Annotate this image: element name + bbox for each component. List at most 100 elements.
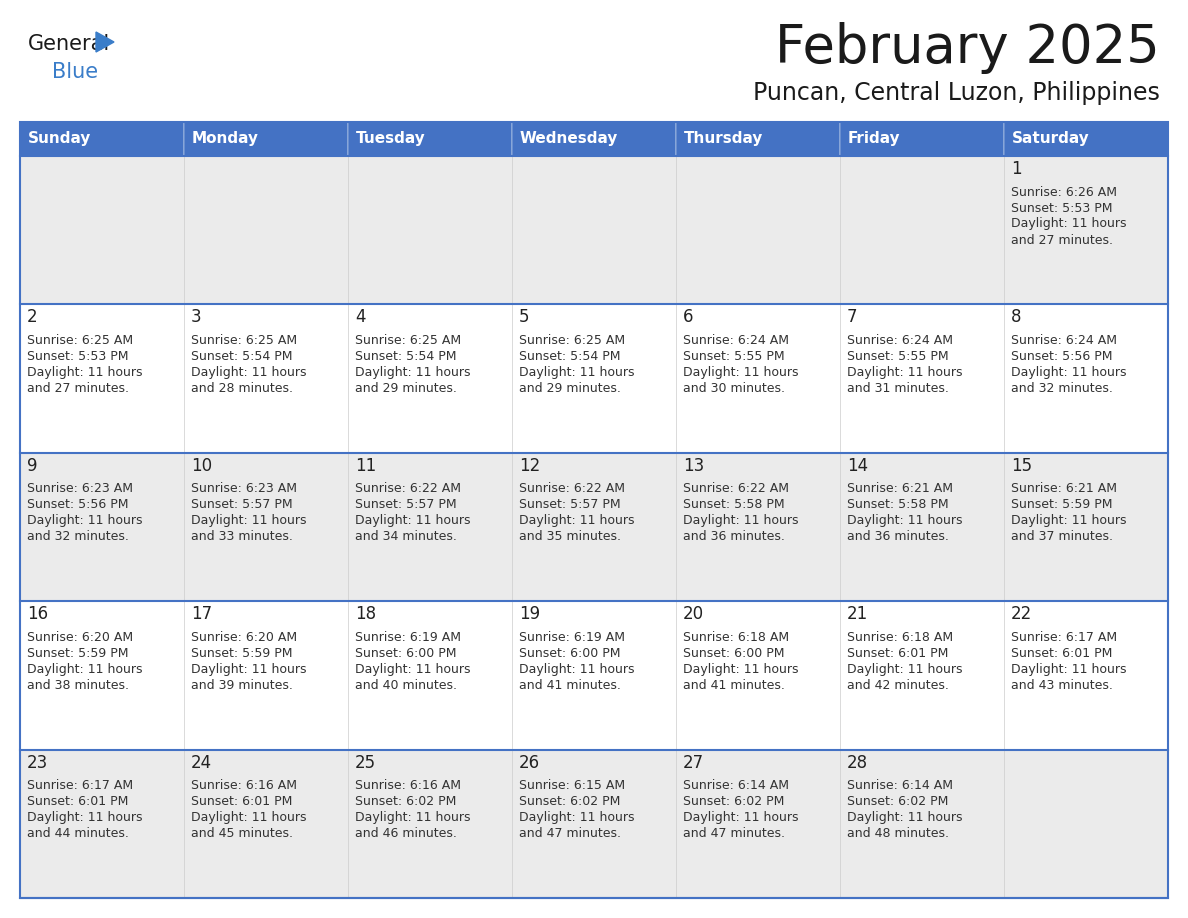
Text: Daylight: 11 hours: Daylight: 11 hours bbox=[1011, 663, 1126, 676]
Text: Daylight: 11 hours: Daylight: 11 hours bbox=[191, 812, 307, 824]
Text: Sunset: 5:55 PM: Sunset: 5:55 PM bbox=[683, 350, 784, 363]
Text: 1: 1 bbox=[1011, 160, 1022, 178]
Text: Daylight: 11 hours: Daylight: 11 hours bbox=[847, 366, 962, 379]
Text: Sunset: 5:59 PM: Sunset: 5:59 PM bbox=[1011, 498, 1112, 511]
Text: Daylight: 11 hours: Daylight: 11 hours bbox=[355, 812, 470, 824]
Text: and 48 minutes.: and 48 minutes. bbox=[847, 827, 949, 840]
Text: Daylight: 11 hours: Daylight: 11 hours bbox=[519, 366, 634, 379]
Bar bbox=[348, 305, 512, 329]
Text: 15: 15 bbox=[1011, 457, 1032, 475]
Bar bbox=[20, 601, 184, 625]
Text: Daylight: 11 hours: Daylight: 11 hours bbox=[1011, 218, 1126, 230]
Text: and 41 minutes.: and 41 minutes. bbox=[683, 678, 785, 691]
Bar bbox=[512, 156, 676, 305]
Text: Daylight: 11 hours: Daylight: 11 hours bbox=[27, 514, 143, 527]
Text: Sunrise: 6:25 AM: Sunrise: 6:25 AM bbox=[355, 334, 461, 347]
Text: Sunrise: 6:25 AM: Sunrise: 6:25 AM bbox=[191, 334, 297, 347]
Bar bbox=[184, 601, 348, 750]
Bar bbox=[184, 156, 348, 305]
Bar bbox=[840, 305, 1004, 453]
Bar bbox=[840, 601, 1004, 750]
Text: and 28 minutes.: and 28 minutes. bbox=[191, 382, 293, 395]
Bar bbox=[512, 453, 676, 476]
Bar bbox=[184, 750, 348, 774]
Bar bbox=[348, 453, 512, 476]
Text: Daylight: 11 hours: Daylight: 11 hours bbox=[847, 514, 962, 527]
Bar bbox=[20, 750, 184, 898]
Text: and 35 minutes.: and 35 minutes. bbox=[519, 531, 621, 543]
Text: Sunset: 5:55 PM: Sunset: 5:55 PM bbox=[847, 350, 949, 363]
Text: Sunrise: 6:22 AM: Sunrise: 6:22 AM bbox=[355, 482, 461, 496]
Text: Sunrise: 6:24 AM: Sunrise: 6:24 AM bbox=[1011, 334, 1117, 347]
Bar bbox=[840, 156, 1004, 305]
Text: 20: 20 bbox=[683, 605, 704, 623]
Bar bbox=[676, 601, 840, 625]
Text: Puncan, Central Luzon, Philippines: Puncan, Central Luzon, Philippines bbox=[753, 81, 1159, 105]
Bar bbox=[184, 122, 348, 156]
Text: 27: 27 bbox=[683, 754, 704, 772]
Text: Daylight: 11 hours: Daylight: 11 hours bbox=[1011, 366, 1126, 379]
Text: Sunrise: 6:15 AM: Sunrise: 6:15 AM bbox=[519, 779, 625, 792]
Text: Daylight: 11 hours: Daylight: 11 hours bbox=[519, 514, 634, 527]
Text: 16: 16 bbox=[27, 605, 49, 623]
Text: 6: 6 bbox=[683, 308, 694, 327]
Bar bbox=[348, 601, 512, 625]
Text: Sunset: 6:02 PM: Sunset: 6:02 PM bbox=[355, 795, 456, 808]
Bar bbox=[840, 122, 1004, 156]
Bar bbox=[676, 750, 840, 774]
Text: Sunset: 6:01 PM: Sunset: 6:01 PM bbox=[847, 646, 948, 660]
Text: and 31 minutes.: and 31 minutes. bbox=[847, 382, 949, 395]
Bar bbox=[1004, 305, 1168, 329]
Text: 4: 4 bbox=[355, 308, 366, 327]
Text: Sunset: 5:54 PM: Sunset: 5:54 PM bbox=[355, 350, 456, 363]
Text: Daylight: 11 hours: Daylight: 11 hours bbox=[683, 366, 798, 379]
Bar bbox=[512, 750, 676, 774]
Bar bbox=[512, 305, 676, 453]
Text: Sunset: 5:54 PM: Sunset: 5:54 PM bbox=[519, 350, 620, 363]
Bar bbox=[676, 122, 840, 156]
Text: Sunrise: 6:20 AM: Sunrise: 6:20 AM bbox=[27, 631, 133, 644]
Text: Sunset: 6:01 PM: Sunset: 6:01 PM bbox=[27, 795, 128, 808]
Text: and 29 minutes.: and 29 minutes. bbox=[355, 382, 457, 395]
Text: and 41 minutes.: and 41 minutes. bbox=[519, 678, 621, 691]
Text: Wednesday: Wednesday bbox=[520, 131, 619, 147]
Text: 8: 8 bbox=[1011, 308, 1022, 327]
Text: Daylight: 11 hours: Daylight: 11 hours bbox=[191, 663, 307, 676]
Text: Daylight: 11 hours: Daylight: 11 hours bbox=[191, 514, 307, 527]
Bar bbox=[20, 750, 184, 774]
Text: and 32 minutes.: and 32 minutes. bbox=[27, 531, 128, 543]
Bar bbox=[184, 305, 348, 329]
Text: Sunrise: 6:19 AM: Sunrise: 6:19 AM bbox=[355, 631, 461, 644]
Text: Sunrise: 6:23 AM: Sunrise: 6:23 AM bbox=[27, 482, 133, 496]
Text: 24: 24 bbox=[191, 754, 213, 772]
Text: Sunrise: 6:25 AM: Sunrise: 6:25 AM bbox=[27, 334, 133, 347]
Text: Daylight: 11 hours: Daylight: 11 hours bbox=[27, 663, 143, 676]
Text: Daylight: 11 hours: Daylight: 11 hours bbox=[355, 663, 470, 676]
Text: Sunrise: 6:22 AM: Sunrise: 6:22 AM bbox=[683, 482, 789, 496]
Text: and 36 minutes.: and 36 minutes. bbox=[683, 531, 785, 543]
Text: 19: 19 bbox=[519, 605, 541, 623]
Bar bbox=[512, 305, 676, 329]
Bar bbox=[840, 601, 1004, 625]
Text: 21: 21 bbox=[847, 605, 868, 623]
Bar bbox=[348, 453, 512, 601]
Bar bbox=[348, 750, 512, 898]
Text: 3: 3 bbox=[191, 308, 202, 327]
Text: Sunset: 5:57 PM: Sunset: 5:57 PM bbox=[355, 498, 456, 511]
Text: Sunday: Sunday bbox=[29, 131, 91, 147]
Bar bbox=[1004, 156, 1168, 305]
Text: Daylight: 11 hours: Daylight: 11 hours bbox=[847, 812, 962, 824]
Text: General: General bbox=[29, 34, 110, 54]
Bar bbox=[676, 750, 840, 898]
Text: Daylight: 11 hours: Daylight: 11 hours bbox=[27, 366, 143, 379]
Text: Daylight: 11 hours: Daylight: 11 hours bbox=[519, 663, 634, 676]
Text: Sunrise: 6:14 AM: Sunrise: 6:14 AM bbox=[683, 779, 789, 792]
Bar bbox=[20, 156, 184, 305]
Text: Sunrise: 6:18 AM: Sunrise: 6:18 AM bbox=[847, 631, 953, 644]
Bar bbox=[20, 122, 184, 156]
Bar bbox=[184, 601, 348, 625]
Bar bbox=[676, 156, 840, 305]
Text: Sunset: 5:57 PM: Sunset: 5:57 PM bbox=[519, 498, 620, 511]
Bar bbox=[840, 453, 1004, 476]
Bar bbox=[348, 122, 512, 156]
